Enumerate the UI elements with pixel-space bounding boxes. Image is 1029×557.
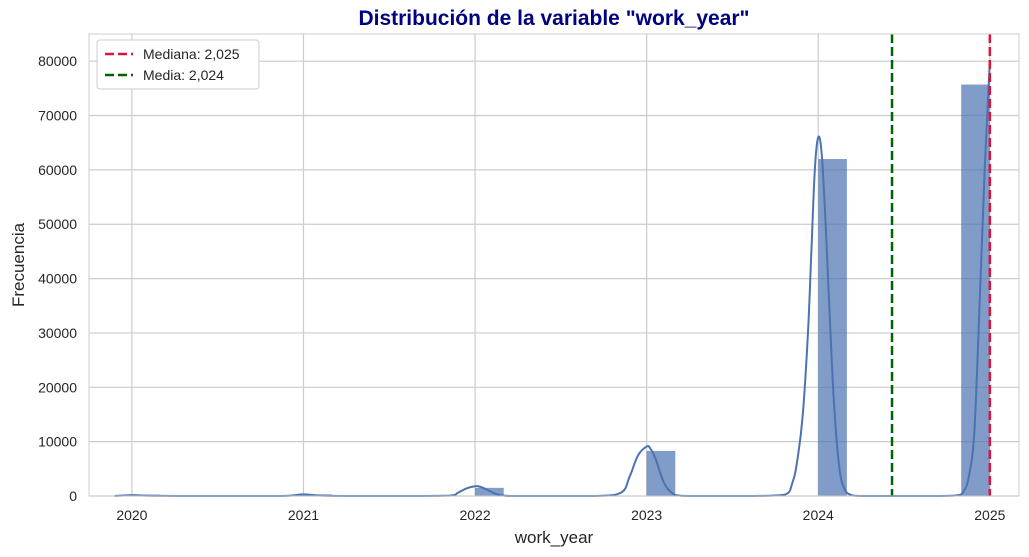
legend: Mediana: 2,025 Media: 2,024 bbox=[96, 39, 260, 90]
legend-box bbox=[96, 39, 260, 90]
x-tick-label: 2024 bbox=[803, 507, 834, 523]
y-axis-title: Frecuencia bbox=[9, 222, 28, 307]
y-tick-label: 80000 bbox=[38, 53, 77, 69]
y-tick-label: 40000 bbox=[38, 271, 77, 287]
x-tick-label: 2020 bbox=[116, 507, 147, 523]
legend-items: Mediana: 2,025 Media: 2,024 bbox=[105, 46, 240, 83]
reference-lines bbox=[890, 34, 992, 496]
histogram-bar bbox=[818, 159, 847, 496]
histogram-bars bbox=[131, 84, 990, 497]
x-tick-label: 2025 bbox=[974, 507, 1005, 523]
x-tick-label: 2023 bbox=[631, 507, 662, 523]
legend-label: Mediana: 2,025 bbox=[143, 46, 240, 62]
grid-lines bbox=[89, 34, 1019, 497]
y-tick-label: 70000 bbox=[38, 108, 77, 124]
y-axis-ticks: 0 10000 20000 30000 40000 50000 60000 70000 8000… bbox=[38, 53, 77, 504]
x-axis-ticks: 2020 2021 2022 2023 2024 2025 bbox=[116, 507, 1005, 523]
y-tick-label: 30000 bbox=[38, 325, 77, 341]
y-tick-label: 10000 bbox=[38, 434, 77, 450]
y-tick-label: 50000 bbox=[38, 216, 77, 232]
x-tick-label: 2022 bbox=[459, 507, 490, 523]
legend-label: Media: 2,024 bbox=[143, 67, 224, 83]
x-tick-label: 2021 bbox=[288, 507, 319, 523]
plot-frame bbox=[88, 33, 1020, 497]
y-tick-label: 20000 bbox=[38, 379, 77, 395]
y-tick-label: 0 bbox=[69, 488, 77, 504]
chart-title: Distribución de la variable "work_year" bbox=[358, 7, 749, 30]
x-axis-title: work_year bbox=[514, 528, 594, 547]
y-tick-label: 60000 bbox=[38, 162, 77, 178]
